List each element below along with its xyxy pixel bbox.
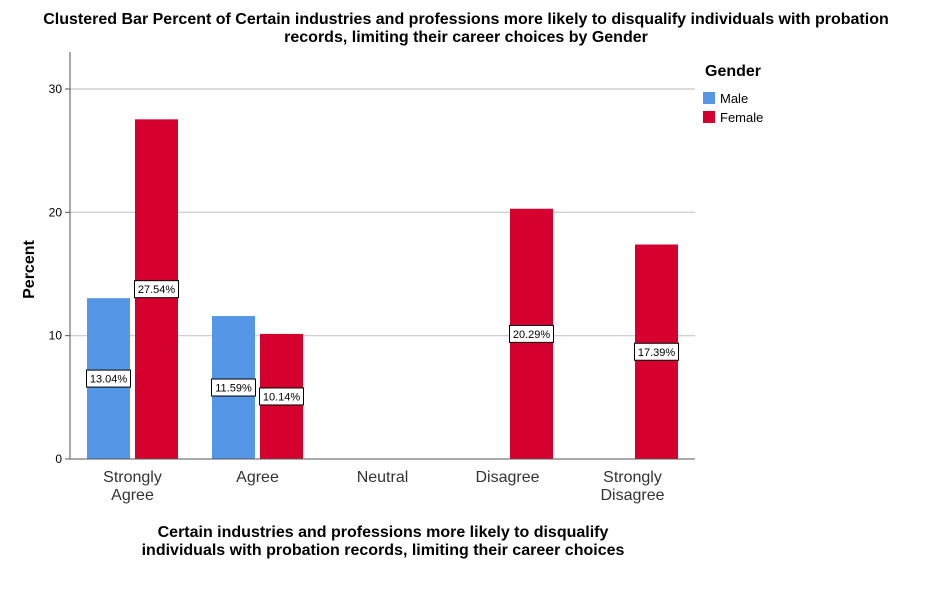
data-label: 13.04% xyxy=(90,374,128,386)
x-axis-title: Certain industries and professions more … xyxy=(158,524,609,541)
legend-title: Gender xyxy=(705,63,761,80)
y-tick-label: 0 xyxy=(55,452,62,466)
data-label: 27.54% xyxy=(138,284,176,296)
chart-title-line: Clustered Bar Percent of Certain industr… xyxy=(43,11,889,28)
data-label-box xyxy=(509,324,554,343)
legend-swatch-female xyxy=(703,111,715,123)
data-label-box xyxy=(134,280,179,299)
y-tick-label: 10 xyxy=(49,329,63,343)
x-tick-label: Disagree xyxy=(600,487,664,504)
y-tick-label: 20 xyxy=(49,205,63,219)
data-label: 10.14% xyxy=(263,391,301,403)
legend: Gender Male Female xyxy=(703,63,763,125)
data-label-box xyxy=(86,369,131,388)
legend-swatch-male xyxy=(703,92,715,104)
data-label-box xyxy=(634,342,679,361)
y-axis-title: Percent xyxy=(21,239,38,298)
x-tick-label: Disagree xyxy=(475,469,539,486)
chart-title: Clustered Bar Percent of Certain industr… xyxy=(43,11,889,46)
x-tick-label: Strongly xyxy=(103,469,162,486)
x-tick-label: Neutral xyxy=(357,469,409,486)
y-tick-label: 30 xyxy=(49,82,63,96)
data-label: 17.39% xyxy=(638,347,676,359)
data-label-box xyxy=(259,387,304,406)
x-tick-label: Agree xyxy=(111,487,154,504)
data-labels: 13.04% 27.54% 11.59% 10.14% 20.29% 17.39% xyxy=(86,280,679,406)
legend-label-female: Female xyxy=(720,110,763,125)
legend-label-male: Male xyxy=(720,91,748,106)
chart-title-line: records, limiting their career choices b… xyxy=(284,29,648,46)
data-label: 20.29% xyxy=(513,329,551,341)
data-label-box xyxy=(211,378,256,397)
data-label: 11.59% xyxy=(215,383,252,395)
x-axis-title: individuals with probation records, limi… xyxy=(142,542,625,559)
x-tick-label: Agree xyxy=(236,469,279,486)
x-tick-label: Strongly xyxy=(603,469,662,486)
